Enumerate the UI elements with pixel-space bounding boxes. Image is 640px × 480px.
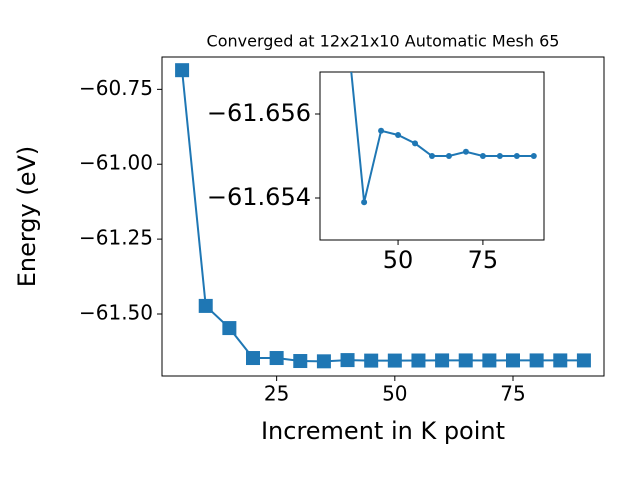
- marker: [479, 153, 486, 159]
- marker: [482, 353, 497, 368]
- marker: [496, 153, 503, 159]
- y-tick-label: −61.00: [79, 151, 153, 175]
- x-axis-label: Increment in K point: [261, 417, 505, 445]
- x-tick-label: 25: [264, 382, 289, 406]
- marker: [340, 353, 355, 368]
- marker: [269, 351, 284, 366]
- marker: [429, 153, 435, 159]
- marker: [198, 298, 213, 313]
- x-tick-label: 75: [468, 246, 499, 274]
- marker: [506, 353, 520, 368]
- marker: [316, 354, 331, 369]
- y-axis-label: Energy (eV): [13, 146, 41, 288]
- marker: [435, 353, 450, 368]
- marker: [395, 132, 402, 138]
- x-tick-label: 75: [500, 382, 525, 406]
- marker: [529, 353, 544, 368]
- marker: [458, 353, 473, 368]
- marker: [387, 353, 402, 368]
- x-tick-label: 50: [382, 382, 407, 406]
- x-tick-label: 50: [383, 246, 414, 274]
- marker: [364, 353, 379, 368]
- marker: [412, 140, 419, 147]
- y-tick-label: −60.75: [79, 76, 153, 100]
- marker: [378, 127, 385, 134]
- marker: [175, 63, 190, 78]
- marker: [530, 153, 537, 159]
- marker: [553, 353, 568, 368]
- marker: [361, 199, 368, 206]
- plot-group: [350, 72, 537, 206]
- y-tick-label: −61.656: [207, 99, 311, 127]
- chart-title: Converged at 12x21x10 Automatic Mesh 65: [207, 32, 560, 51]
- y-tick-label: −61.50: [79, 300, 153, 324]
- marker: [576, 353, 591, 368]
- marker: [445, 153, 452, 159]
- plot-group: [175, 63, 591, 369]
- y-tick-label: −61.654: [207, 183, 311, 211]
- marker: [246, 351, 260, 366]
- marker: [411, 353, 426, 368]
- marker: [222, 321, 237, 336]
- marker: [462, 148, 469, 155]
- y-tick-label: −61.25: [79, 226, 153, 250]
- marker: [293, 354, 308, 369]
- marker: [513, 153, 520, 159]
